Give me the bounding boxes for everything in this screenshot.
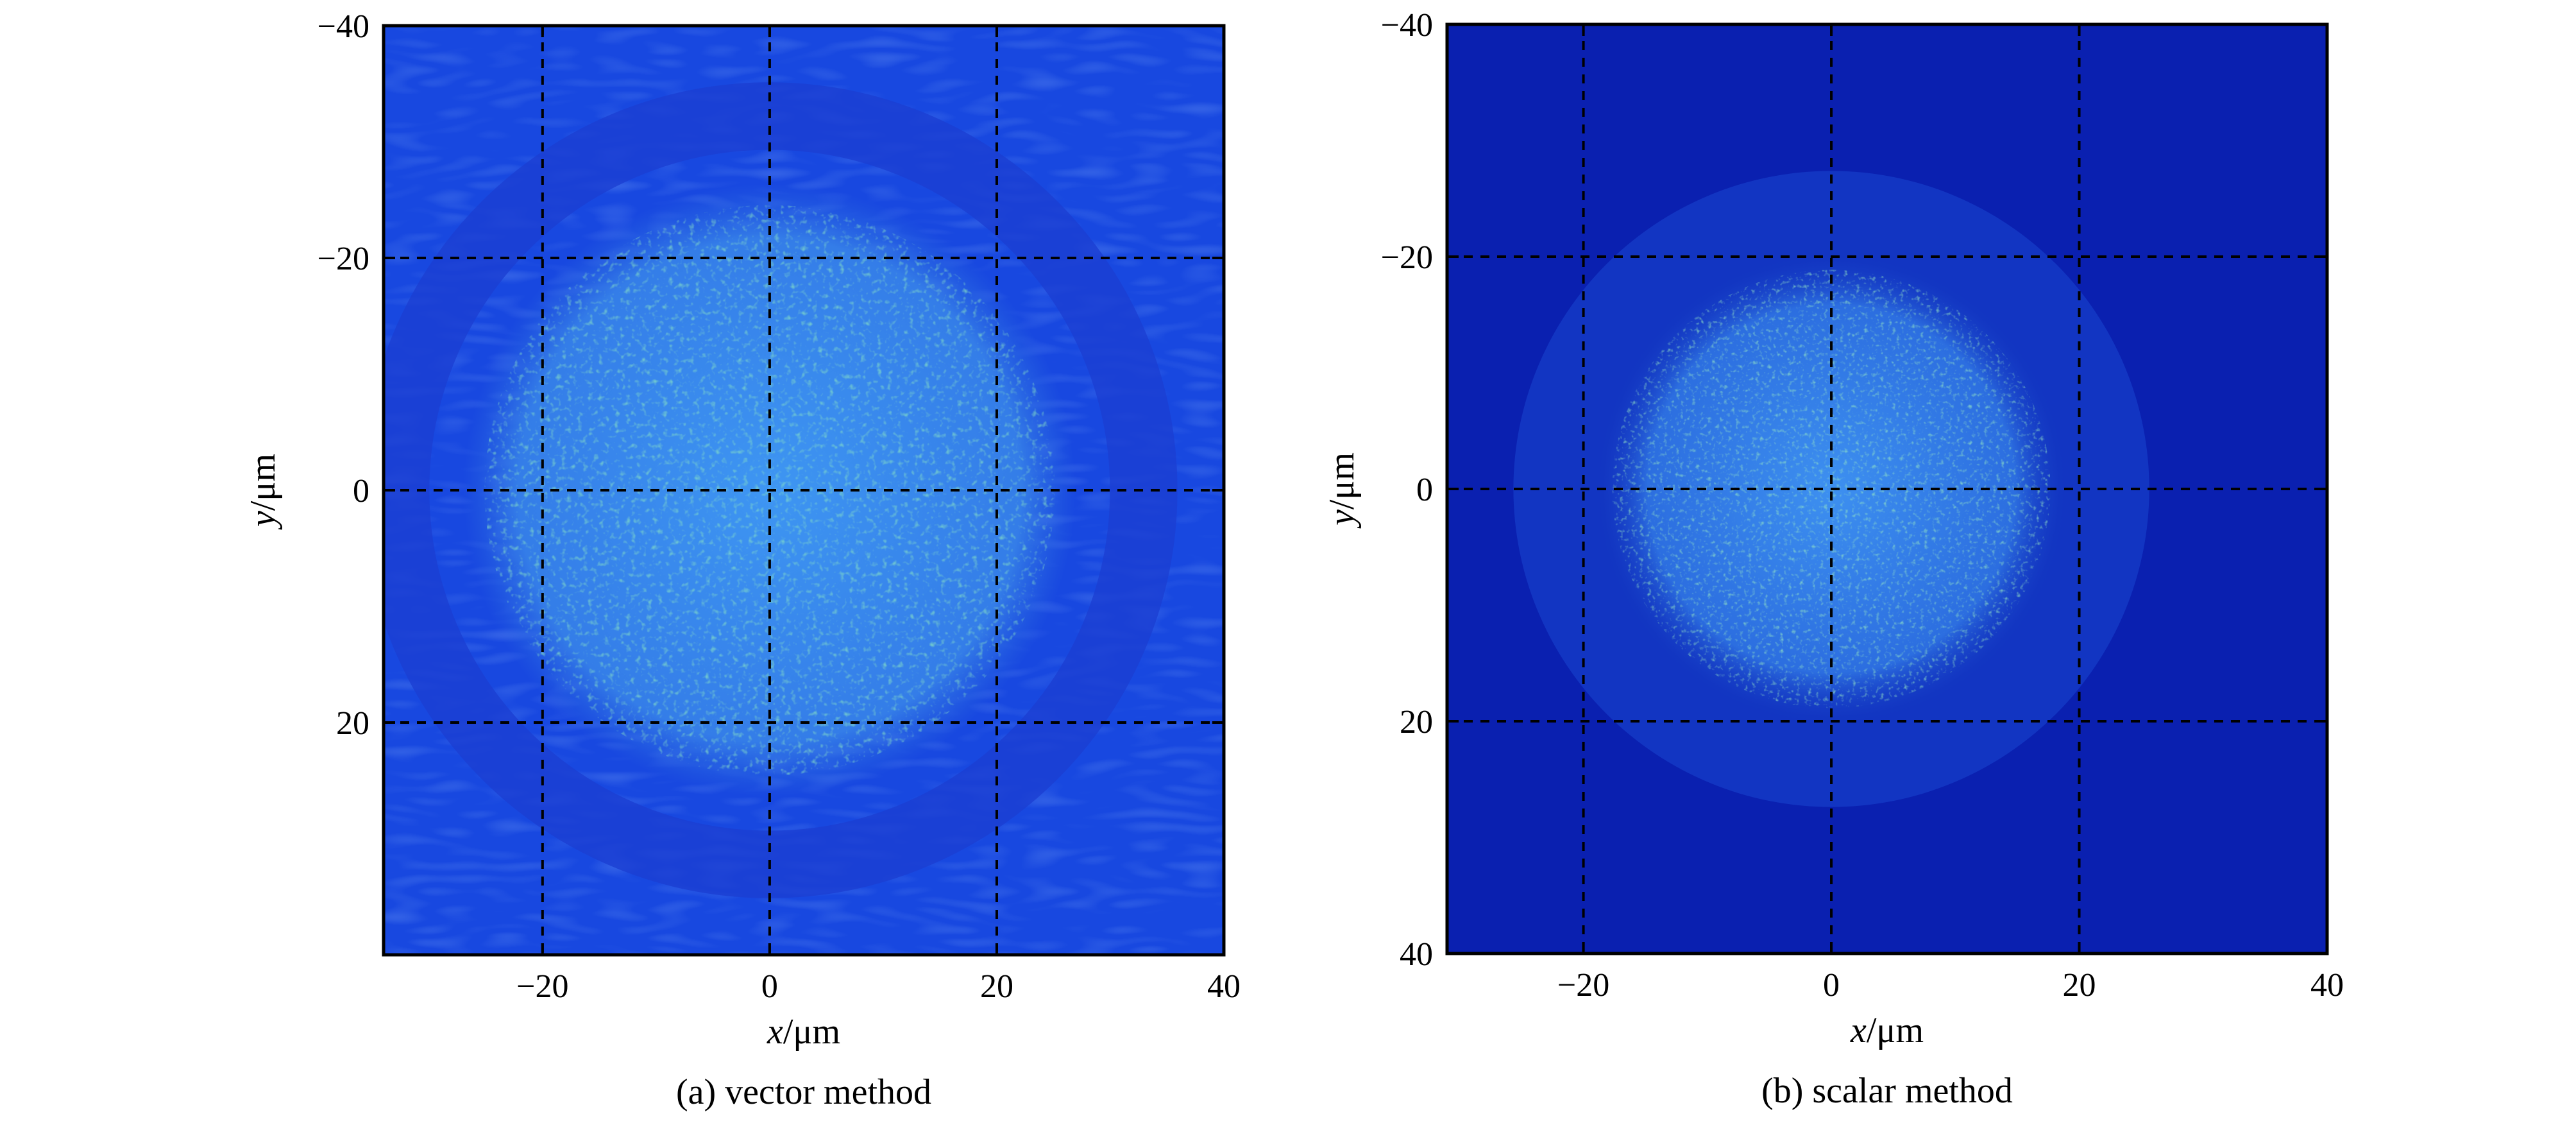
x-axis-label-a: x/μm <box>767 1012 840 1052</box>
y-axis-label-a: y/μm <box>243 454 283 530</box>
caption-b: (b) scalar method <box>1761 1071 2013 1111</box>
x-axis-label-b: x/μm <box>1850 1011 1924 1050</box>
x-tick-label: 0 <box>761 968 778 1005</box>
y-tick-label: 20 <box>1400 704 1433 740</box>
y-tick-label: 0 <box>353 473 369 509</box>
y-tick-label: 20 <box>336 705 369 742</box>
x-tick-label: 0 <box>1823 967 1840 1004</box>
y-ticks-a: −40 −20 0 20 <box>318 8 1224 742</box>
y-tick-label: 40 <box>1400 936 1433 973</box>
caption-a: (a) vector method <box>676 1072 931 1112</box>
x-tick-label: −20 <box>1557 967 1609 1004</box>
y-tick-label: −20 <box>1381 239 1433 276</box>
x-tick-label: 20 <box>980 968 1013 1005</box>
x-tick-label: −20 <box>516 968 568 1005</box>
grid-b <box>1447 24 2327 954</box>
x-tick-label: 40 <box>2310 967 2344 1004</box>
x-ticks-a: −20 0 20 40 <box>516 26 1241 1005</box>
x-ticks-b: −20 0 20 40 <box>1557 24 2344 1004</box>
x-tick-label: 40 <box>1207 968 1241 1005</box>
y-tick-label: −40 <box>1381 7 1433 44</box>
y-axis-label-b: y/μm <box>1322 452 1362 529</box>
grid-a <box>384 26 1224 955</box>
y-ticks-b: −40 −20 0 20 40 <box>1381 7 2327 973</box>
y-tick-label: −40 <box>318 8 369 45</box>
y-tick-label: 0 <box>1416 472 1433 508</box>
x-tick-label: 20 <box>2063 967 2096 1004</box>
panel-a-vector-method: −20 0 20 40 −40 −20 0 20 x/μm y/μm (a) vector … <box>243 8 1241 1112</box>
y-tick-label: −20 <box>318 241 369 277</box>
panel-b-scalar-method: −20 0 20 40 −40 −20 0 20 40 x/μm y/μm (b) scala… <box>1322 7 2344 1111</box>
